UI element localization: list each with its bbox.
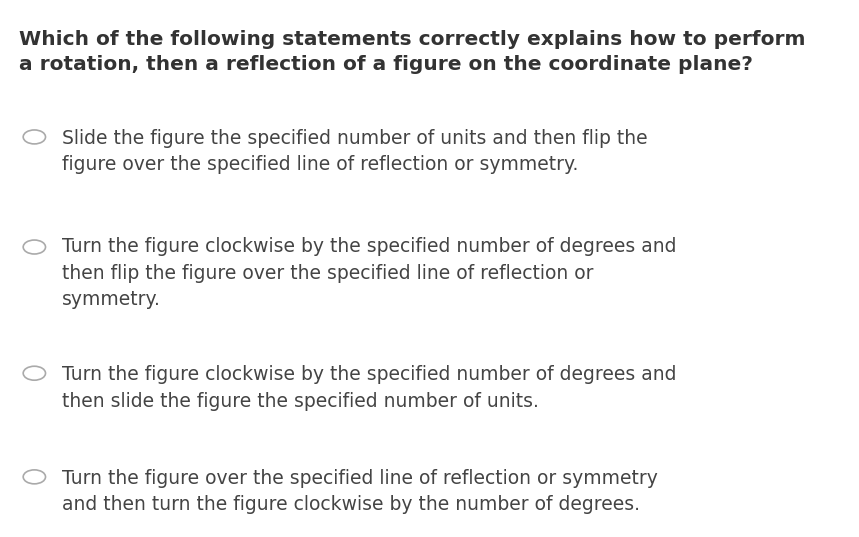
Text: Slide the figure the specified number of units and then flip the
figure over the: Slide the figure the specified number of…	[62, 129, 648, 175]
Text: Turn the figure clockwise by the specified number of degrees and
then slide the : Turn the figure clockwise by the specifi…	[62, 365, 676, 411]
Circle shape	[23, 130, 46, 144]
Circle shape	[23, 366, 46, 380]
Text: Turn the figure clockwise by the specified number of degrees and
then flip the f: Turn the figure clockwise by the specifi…	[62, 237, 676, 309]
Text: Turn the figure over the specified line of reflection or symmetry
and then turn : Turn the figure over the specified line …	[62, 469, 658, 514]
Text: Which of the following statements correctly explains how to perform
a rotation, : Which of the following statements correc…	[19, 30, 806, 74]
Circle shape	[23, 240, 46, 254]
Circle shape	[23, 470, 46, 484]
